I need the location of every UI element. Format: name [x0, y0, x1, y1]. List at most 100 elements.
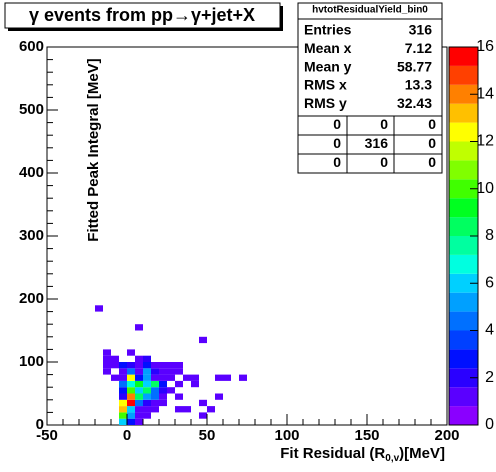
cell	[159, 374, 167, 381]
cell	[127, 362, 135, 369]
stats-cell: 0	[380, 116, 388, 132]
cell	[167, 362, 175, 369]
cell	[127, 399, 135, 407]
palette-band	[449, 141, 478, 161]
palette-band	[449, 198, 478, 218]
stats-cell: 0	[428, 154, 436, 170]
cell	[135, 380, 143, 388]
cell	[151, 399, 159, 407]
cell	[199, 412, 207, 419]
cell	[167, 368, 175, 375]
cell	[191, 374, 199, 381]
palette-band	[449, 254, 478, 274]
z-tick-label: 10	[476, 180, 494, 197]
y-tick-label: 400	[19, 164, 44, 181]
cell	[111, 362, 119, 369]
cell	[103, 349, 111, 356]
stats-cell: 0	[333, 154, 341, 170]
stats-label: Mean x	[304, 40, 352, 56]
palette-band	[449, 330, 478, 350]
cell	[135, 368, 143, 375]
cell	[151, 374, 159, 381]
y-tick-label: 600	[19, 38, 44, 55]
cell	[183, 406, 191, 413]
cell	[143, 393, 151, 400]
z-tick-label: 16	[476, 38, 494, 55]
z-tick-label: 8	[485, 227, 494, 244]
palette-band	[449, 368, 478, 388]
cell	[127, 374, 135, 381]
cell	[119, 399, 127, 407]
cell	[175, 393, 183, 400]
cell	[135, 399, 143, 407]
stats-value: 13.3	[405, 77, 432, 93]
palette-band	[449, 387, 478, 407]
stats-value: 32.43	[397, 95, 432, 111]
cell	[199, 399, 207, 407]
stats-frame	[297, 2, 443, 174]
cell	[119, 406, 127, 413]
cell	[215, 374, 223, 381]
palette-band	[449, 311, 478, 331]
stats-label: Mean y	[304, 58, 352, 74]
cell	[175, 406, 183, 413]
stats-cell: 0	[333, 135, 341, 151]
stats-value: 7.12	[405, 40, 432, 56]
stats-cell: 316	[365, 135, 389, 151]
stats-label: RMS y	[304, 95, 347, 111]
palette-band	[449, 217, 478, 236]
palette-band	[449, 349, 478, 369]
cell	[199, 336, 207, 344]
cell	[111, 374, 119, 381]
cell	[127, 368, 135, 375]
x-tick-label: 100	[274, 427, 299, 444]
palette-band	[449, 160, 478, 180]
x-tick-label: 200	[434, 427, 459, 444]
cell	[111, 355, 119, 362]
cell	[119, 362, 127, 369]
palette-band	[449, 122, 478, 142]
cell	[119, 412, 127, 419]
cell	[135, 406, 143, 413]
cell	[135, 355, 143, 362]
x-label-part: )[MeV]	[399, 445, 445, 462]
z-tick-label: 6	[485, 274, 494, 291]
x-axis-label: Fit Residual (R0,v)[MeV]	[280, 445, 445, 464]
z-tick-label: 2	[485, 369, 494, 386]
cell	[159, 387, 167, 394]
chart-title: γ events from pp→γ+jet+X	[29, 5, 255, 25]
stats-cell: 0	[428, 116, 436, 132]
cell	[191, 380, 199, 388]
cell	[159, 380, 167, 388]
cell	[159, 362, 167, 369]
cell	[175, 368, 183, 375]
cell	[151, 393, 159, 400]
cell	[127, 387, 135, 394]
z-tick-label: 12	[476, 133, 494, 150]
cell	[143, 406, 151, 413]
palette-band	[449, 84, 478, 104]
cell	[135, 412, 143, 419]
cell	[127, 349, 135, 356]
cell	[127, 406, 135, 413]
cell	[119, 380, 127, 388]
stats-cell: 0	[333, 116, 341, 132]
cell	[159, 368, 167, 375]
x-tick-label: 50	[199, 427, 216, 444]
palette-band	[449, 236, 478, 255]
cell	[175, 362, 183, 369]
x-tick-label: 0	[123, 427, 131, 444]
cell	[127, 412, 135, 419]
cell	[119, 368, 127, 375]
stats-value: 58.77	[397, 58, 432, 74]
cell	[135, 362, 143, 369]
cell	[127, 418, 135, 425]
stats-box: hvtotResidualYield_bin0 Entries 316 Mean x 7…	[297, 2, 443, 174]
cell	[143, 362, 151, 369]
cell	[151, 368, 159, 375]
stats-cell: 0	[380, 154, 388, 170]
palette-band	[449, 47, 478, 66]
z-tick-label: 4	[485, 322, 494, 339]
cell	[103, 362, 111, 369]
y-tick-label: 100	[19, 353, 44, 370]
